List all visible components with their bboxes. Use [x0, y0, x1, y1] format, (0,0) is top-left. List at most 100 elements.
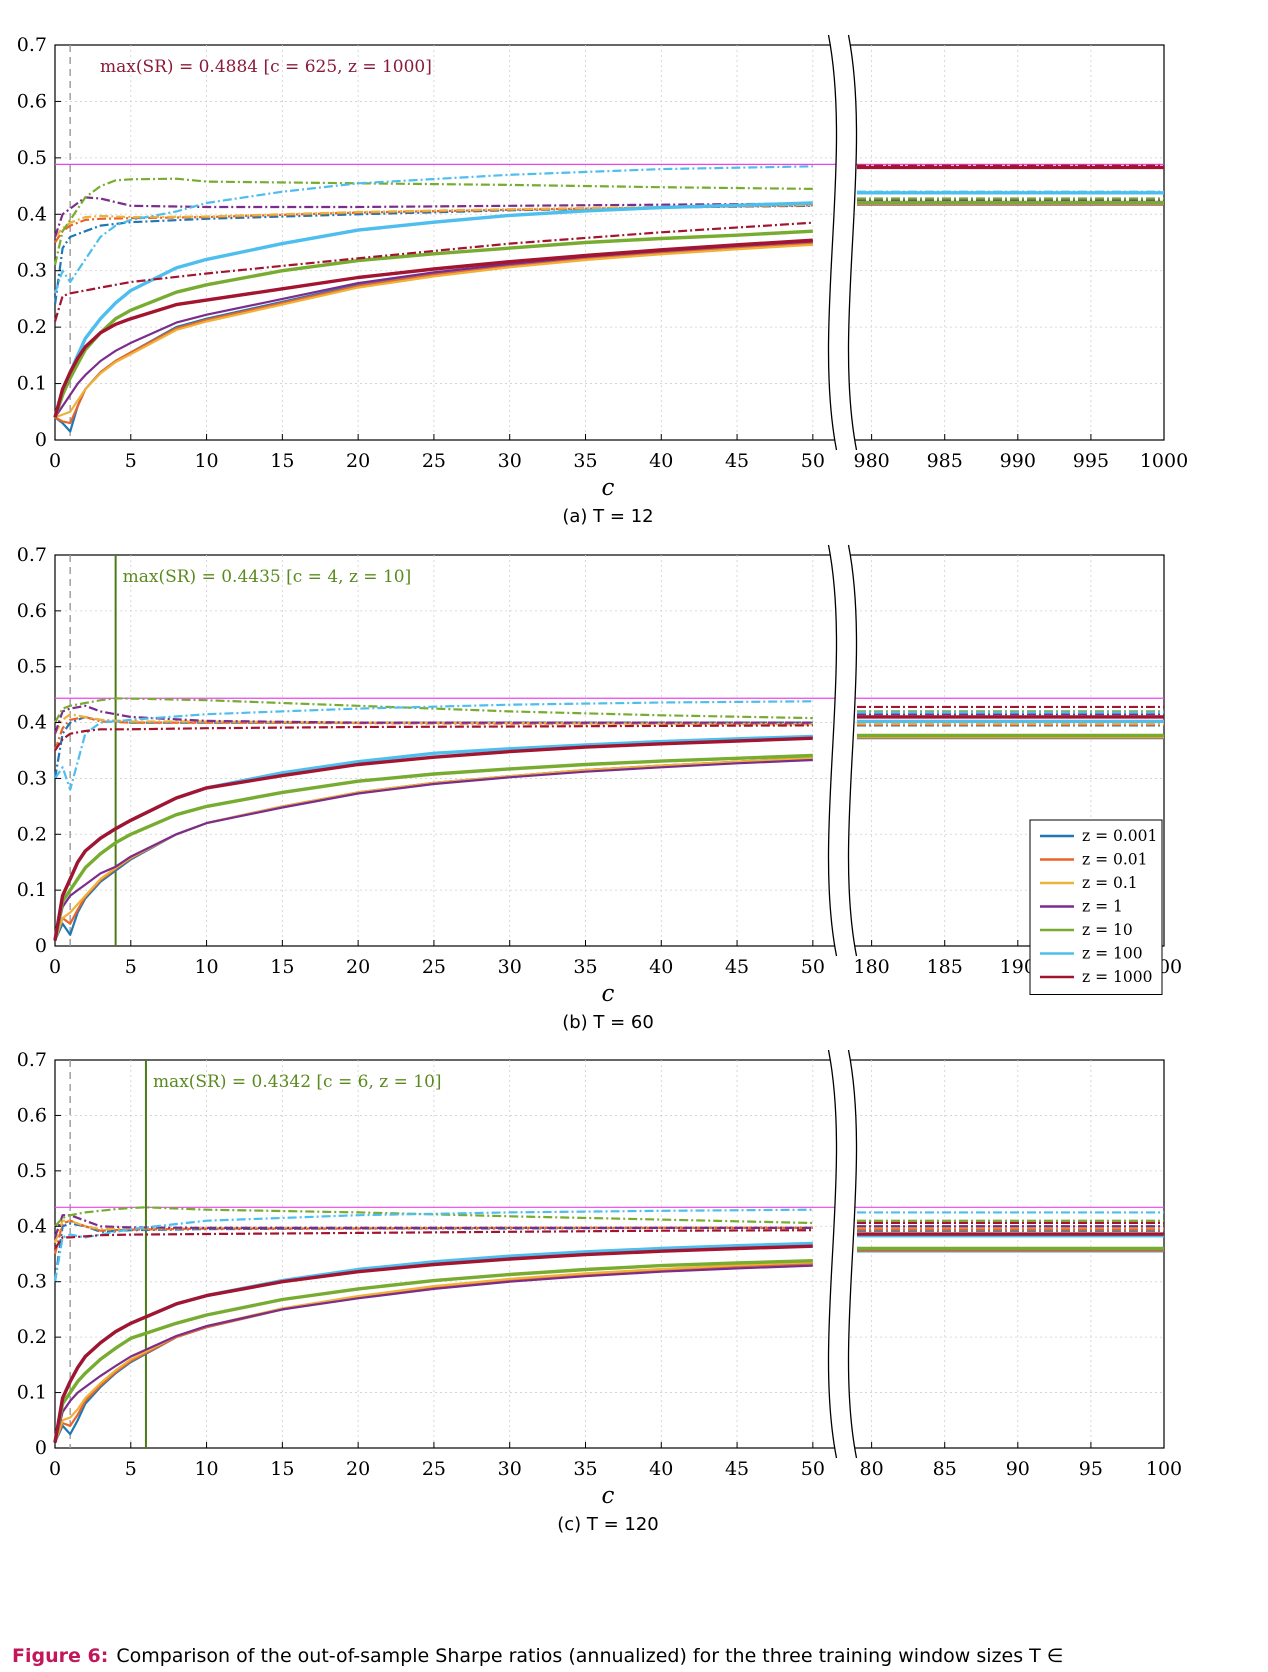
y-tick-label: 0: [35, 935, 47, 957]
x-tick-label: 190: [1000, 956, 1036, 978]
x-tick-label: 25: [422, 956, 446, 978]
x-tick-label: 15: [270, 450, 294, 472]
series-line-solid: [53, 229, 813, 418]
x-axis-label: c: [602, 475, 615, 501]
x-tick-label: 180: [853, 956, 889, 978]
series-line-solid: [53, 1244, 813, 1443]
series-line-dashdot: [54, 1229, 813, 1250]
y-tick-label: 0.5: [17, 147, 47, 169]
y-tick-label: 0.3: [17, 1271, 47, 1293]
x-tick-label: 5: [125, 1458, 137, 1480]
series-line-dashdot: [53, 1214, 813, 1238]
figure-caption-text: Comparison of the out-of-sample Sharpe r…: [116, 1645, 1064, 1667]
series-line-dashdot: [54, 700, 813, 791]
series-z-10: [53, 1206, 1164, 1443]
series-line-dashdot: [54, 1206, 813, 1228]
legend-entry-label: z = 0.1: [1082, 874, 1138, 892]
x-tick-label: 50: [801, 956, 825, 978]
x-tick-label: 50: [801, 450, 825, 472]
x-tick-label: 50: [801, 1458, 825, 1480]
x-tick-label: 30: [498, 450, 522, 472]
axis-break: [827, 1049, 858, 1459]
y-tick-label: 0.1: [17, 879, 47, 901]
y-tick-label: 0.2: [17, 823, 47, 845]
axis-break-edge: [847, 1049, 858, 1459]
series-line-dashdot: [53, 1208, 813, 1282]
x-tick-label: 15: [270, 956, 294, 978]
figure-caption-label: Figure 6:: [12, 1645, 109, 1667]
y-tick-label: 0.4: [17, 1215, 47, 1237]
x-tick-label: 45: [725, 956, 749, 978]
series-line-dashdot: [53, 704, 813, 735]
x-tick-label: 20: [346, 956, 370, 978]
axis-break-gap: [828, 545, 857, 956]
series-line-dashdot: [53, 177, 813, 266]
series-line-dashdot: [54, 697, 813, 724]
x-tick-label: 10: [194, 450, 218, 472]
y-tick-label: 0.6: [17, 90, 47, 112]
y-tick-label: 0.4: [17, 203, 47, 225]
x-tick-label: 980: [853, 450, 889, 472]
x-tick-label: 0: [49, 450, 61, 472]
x-tick-label: 90: [1006, 1458, 1030, 1480]
x-tick-label: 985: [927, 450, 963, 472]
y-tick-label: 0.4: [17, 712, 47, 734]
series-z-1000: [53, 705, 1164, 941]
axis-break-edge: [827, 34, 838, 451]
axis-break-gap: [828, 35, 857, 450]
series-line-solid: [53, 736, 813, 941]
series-line-solid: [53, 753, 813, 941]
panel-b: 0 0.1 0.2 0.3 0.4 0.5 0.6 0.7 0 5 10 15 20 25 30 35 40 45…: [17, 544, 1182, 1033]
x-tick-label: 10: [194, 956, 218, 978]
series-z-1000: [53, 1221, 1164, 1443]
x-tick-label: 80: [860, 1458, 884, 1480]
x-tick-label: 35: [573, 1458, 597, 1480]
panel-caption: (a) T = 12: [562, 506, 653, 527]
axis-break-edge: [827, 1049, 838, 1459]
x-tick-label: 20: [346, 1458, 370, 1480]
y-tick-label: 0.6: [17, 600, 47, 622]
series-line-dashdot: [53, 165, 813, 294]
y-tick-label: 0.1: [17, 1382, 47, 1404]
series-line-dashdot: [54, 724, 813, 752]
y-tick-label: 0.7: [17, 34, 47, 56]
x-tick-label: 35: [573, 450, 597, 472]
max-sr-annotation: max(SR) = 0.4435 [c = 4, z = 10]: [123, 567, 412, 587]
series-z-1000: [53, 164, 1164, 418]
series-line-solid: [53, 758, 813, 941]
x-tick-label: 990: [1000, 450, 1036, 472]
axis-break-edge: [847, 34, 858, 451]
x-tick-label: 40: [649, 1458, 673, 1480]
plot-area: [54, 554, 1165, 947]
x-tick-label: 185: [927, 956, 963, 978]
grid: [55, 555, 1164, 946]
y-tick-label: 0.3: [17, 260, 47, 282]
grid: [55, 45, 1164, 440]
x-tick-label: 30: [498, 1458, 522, 1480]
x-tick-label: 40: [649, 956, 673, 978]
series-z-10: [53, 177, 1164, 418]
axis-break: [827, 34, 858, 451]
x-tick-label: 0: [49, 956, 61, 978]
y-tick-label: 0.7: [17, 1049, 47, 1071]
max-sr-annotation: max(SR) = 0.4342 [c = 6, z = 10]: [153, 1072, 442, 1092]
series-z-10: [53, 697, 1164, 941]
x-tick-label: 10: [194, 1458, 218, 1480]
y-tick-label: 0.1: [17, 373, 47, 395]
x-tick-label: 15: [270, 1458, 294, 1480]
axis-break-gap: [828, 1050, 857, 1458]
x-tick-label: 45: [725, 1458, 749, 1480]
x-tick-label: 25: [422, 1458, 446, 1480]
series-line-dashdot: [53, 196, 813, 238]
y-tick-label: 0.5: [17, 656, 47, 678]
panel-caption: (c) T = 120: [557, 1514, 659, 1535]
legend-entry-label: z = 0.01: [1082, 851, 1148, 869]
y-tick-label: 0: [35, 429, 47, 451]
x-tick-label: 45: [725, 450, 749, 472]
x-tick-label: 100: [1146, 1458, 1182, 1480]
x-tick-label: 1000: [1140, 450, 1188, 472]
series-line-solid: [53, 1264, 813, 1443]
y-tick-label: 0.6: [17, 1104, 47, 1126]
x-axis-label: c: [602, 1483, 615, 1509]
